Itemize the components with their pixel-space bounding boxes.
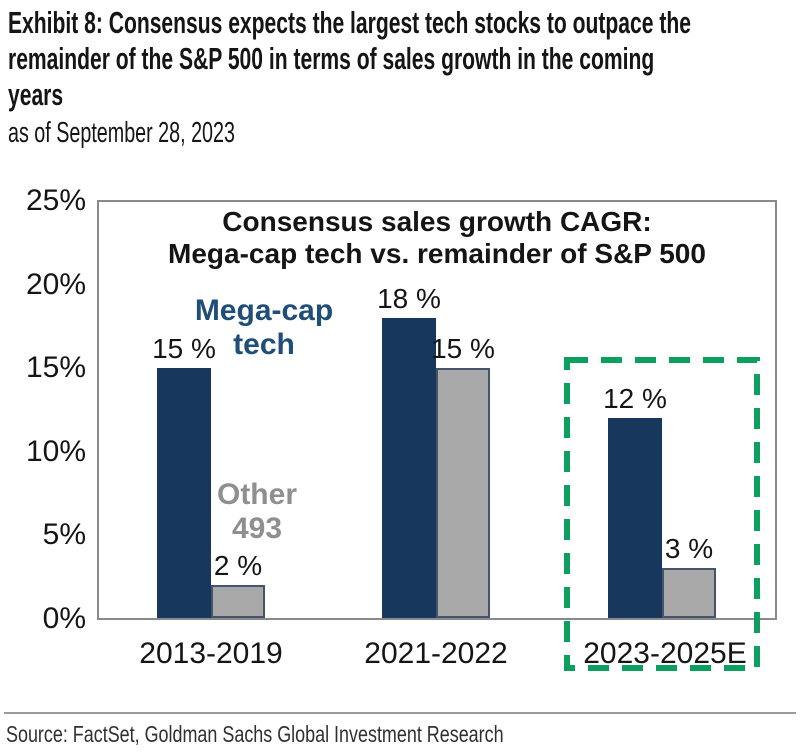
bar-mega-cap-tech-2021-2022 [382,318,436,618]
exhibit-title-line2: remainder of the S&P 500 in terms of sal… [8,41,655,76]
exhibit-title: Exhibit 8: Consensus expects the largest… [8,5,797,113]
value-label-other-493-2021-2022: 15 % [431,333,495,365]
value-label-mega-cap-tech-2023-2025E: 12 % [603,383,667,415]
bar-mega-cap-tech-2023-2025E [608,418,662,618]
chart-title: Consensus sales growth CAGR: Mega-cap te… [99,206,775,270]
series-label-mega-cap-tech: Mega-cap tech [182,294,346,362]
exhibit-title-line1: Exhibit 8: Consensus expects the largest… [8,5,691,40]
footer-divider [4,712,796,714]
value-label-other-493-2013-2019: 2 % [213,549,263,581]
series-label-other-line2: 493 [231,512,283,545]
value-label-mega-cap-tech-2013-2019: 15 % [152,333,216,365]
y-tick-20: 20% [25,267,86,301]
x-label-2021-2022: 2021-2022 [364,637,508,670]
y-tick-10: 10% [25,434,86,468]
y-tick-15: 15% [25,351,86,385]
source-note: Source: FactSet, Goldman Sachs Global In… [6,721,504,747]
exhibit-title-line3: years [8,77,64,112]
exhibit-date-subtitle: as of September 28, 2023 [8,117,235,149]
series-label-mega-line2: tech [233,328,295,361]
chart-title-line2: Mega-cap tech vs. remainder of S&P 500 [168,238,706,269]
bar-mega-cap-tech-2013-2019 [157,368,211,618]
y-tick-25: 25% [25,184,86,217]
x-label-2013-2019: 2013-2019 [139,637,283,670]
bar-other-493-2013-2019 [211,584,265,618]
bar-other-493-2021-2022 [436,368,490,618]
y-tick-0: 0% [42,602,86,635]
value-label-other-493-2023-2025E: 3 % [664,533,714,565]
y-tick-5: 5% [42,518,86,552]
series-label-other-493: Other 493 [195,478,319,546]
plot-area: Consensus sales growth CAGR: Mega-cap te… [97,200,777,620]
exhibit-header: Exhibit 8: Consensus expects the largest… [8,5,797,150]
series-label-mega-line1: Mega-cap [194,294,334,327]
x-label-2023-2025E: 2023-2025E [583,637,747,670]
chart-title-line1: Consensus sales growth CAGR: [222,206,652,237]
bar-other-493-2023-2025E [662,568,716,618]
series-label-other-line1: Other [216,478,297,511]
value-label-mega-cap-tech-2021-2022: 18 % [377,283,441,315]
